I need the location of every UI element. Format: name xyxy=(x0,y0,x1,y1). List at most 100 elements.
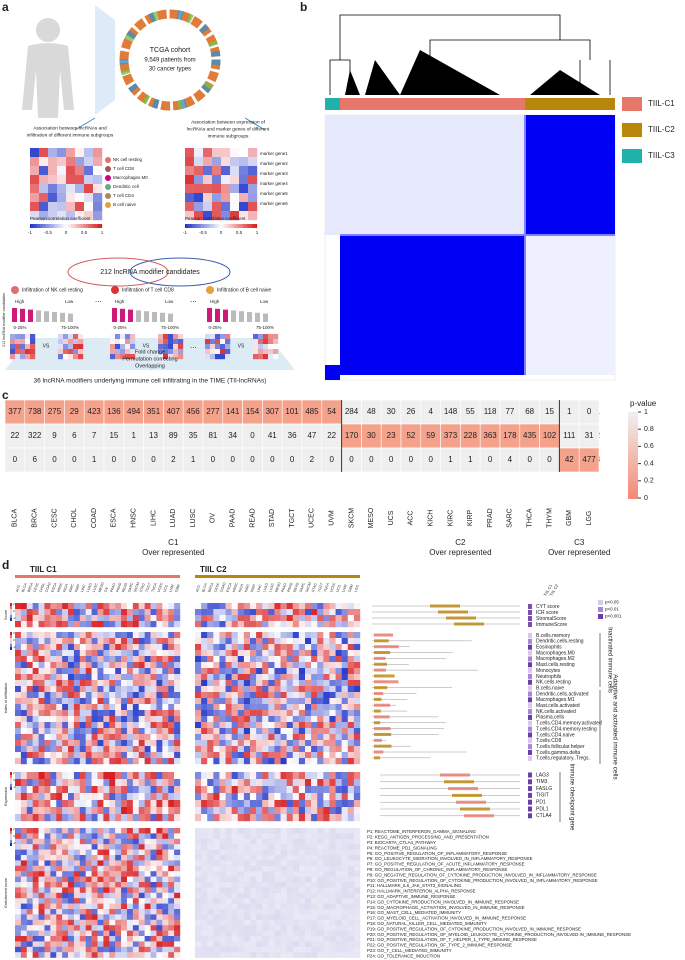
heatmap-cell xyxy=(68,638,74,644)
heatmap-cell xyxy=(162,860,168,866)
heatmap-cell xyxy=(348,758,354,764)
heatmap-cell xyxy=(109,686,115,692)
cell-value: 2 xyxy=(171,455,176,464)
heatmap-cell xyxy=(323,898,329,904)
heatmap-cell xyxy=(50,644,56,650)
label: Index of infiltration xyxy=(4,683,8,714)
heatmap-cell xyxy=(305,877,311,883)
heatmap-cell xyxy=(121,752,127,758)
heatmap-cell xyxy=(66,157,75,166)
heatmap-cell xyxy=(115,898,121,904)
heatmap-cell xyxy=(232,656,238,662)
heatmap-cell xyxy=(274,947,280,953)
heatmap-cell xyxy=(238,668,244,674)
heatmap-cell xyxy=(201,615,207,621)
heatmap-cell xyxy=(323,877,329,883)
cell-value: 118 xyxy=(484,407,497,416)
heatmap-cell xyxy=(56,941,62,947)
heatmap-cell xyxy=(293,710,299,716)
heatmap-cell xyxy=(226,692,232,698)
heatmap-cell xyxy=(68,686,74,692)
cell-icon xyxy=(105,193,111,199)
heatmap-cell xyxy=(207,855,213,861)
heatmap-cell xyxy=(213,722,219,728)
heatmap-cell xyxy=(127,931,133,937)
heatmap-cell xyxy=(238,686,244,692)
color-scale xyxy=(253,224,255,228)
heatmap-cell xyxy=(299,925,305,931)
heatmap-cell xyxy=(139,898,145,904)
cell-value: 0 xyxy=(72,455,77,464)
heatmap-cell xyxy=(145,833,151,839)
heatmap-cell xyxy=(39,193,48,202)
heatmap-cell xyxy=(151,855,157,861)
label: 2 xyxy=(13,771,15,775)
heatmap-cell xyxy=(311,807,317,814)
heatmap-cell xyxy=(27,644,33,650)
heatmap-cell xyxy=(145,615,151,621)
heatmap-cell xyxy=(273,349,278,354)
color-scale xyxy=(243,224,245,228)
heatmap-cell xyxy=(201,632,207,638)
heatmap-cell xyxy=(244,638,250,644)
heatmap-cell xyxy=(299,828,305,834)
heatmap-cell xyxy=(219,674,225,680)
heatmap-cell xyxy=(311,680,317,686)
heatmap-cell xyxy=(174,855,180,861)
heatmap-cell xyxy=(139,740,145,746)
heatmap-cell xyxy=(329,746,335,752)
cell-value: 29 xyxy=(70,407,79,416)
heatmap-cell xyxy=(56,758,62,764)
heatmap-cell xyxy=(33,898,39,904)
heatmap-cell xyxy=(86,603,92,609)
heatmap-cell xyxy=(210,339,215,344)
heatmap-cell xyxy=(168,877,174,883)
heatmap-cell xyxy=(86,941,92,947)
label: VS xyxy=(43,343,50,349)
heatmap-cell xyxy=(103,716,109,722)
heatmap-cell xyxy=(145,898,151,904)
heatmap-cell xyxy=(15,668,21,674)
heatmap-cell xyxy=(354,893,360,899)
heatmap-cell xyxy=(317,674,323,680)
heatmap-cell xyxy=(115,914,121,920)
heatmap-cell xyxy=(168,882,174,888)
heatmap-cell xyxy=(268,752,274,758)
heatmap-cell xyxy=(230,166,239,175)
heatmap-cell xyxy=(63,339,68,344)
heatmap-cell xyxy=(348,952,354,958)
label: -1 xyxy=(28,230,32,235)
heatmap-cell xyxy=(299,952,305,958)
heatmap-cell xyxy=(139,828,145,834)
heatmap-cell xyxy=(44,650,50,656)
heatmap-cell xyxy=(39,833,45,839)
heatmap-cell xyxy=(336,814,342,821)
heatmap-cell xyxy=(287,704,293,710)
heatmap-cell xyxy=(232,898,238,904)
heatmap-cell xyxy=(226,668,232,674)
heatmap-cell xyxy=(151,650,157,656)
heatmap-cell xyxy=(195,644,201,650)
heatmap-cell xyxy=(262,914,268,920)
heatmap-cell xyxy=(226,662,232,668)
heatmap-cell xyxy=(329,871,335,877)
heatmap-cell xyxy=(256,807,262,814)
heatmap-cell xyxy=(293,728,299,734)
heatmap-cell xyxy=(342,871,348,877)
heatmap-cell xyxy=(354,941,360,947)
heatmap-cell xyxy=(256,893,262,899)
heatmap-cell xyxy=(15,793,21,800)
heatmap-cell xyxy=(173,344,178,349)
heatmap-cell xyxy=(226,621,232,627)
heatmap-cell xyxy=(151,662,157,668)
heatmap-cell xyxy=(92,887,98,893)
heatmap-cell xyxy=(317,909,323,915)
heatmap-cell xyxy=(293,692,299,698)
heatmap-cell xyxy=(195,793,201,800)
heatmap-cell xyxy=(195,920,201,926)
heatmap-cell xyxy=(317,828,323,834)
heatmap-cell xyxy=(80,728,86,734)
heatmap-cell xyxy=(219,615,225,621)
heatmap-cell xyxy=(39,157,48,166)
heatmap-cell xyxy=(195,734,201,740)
